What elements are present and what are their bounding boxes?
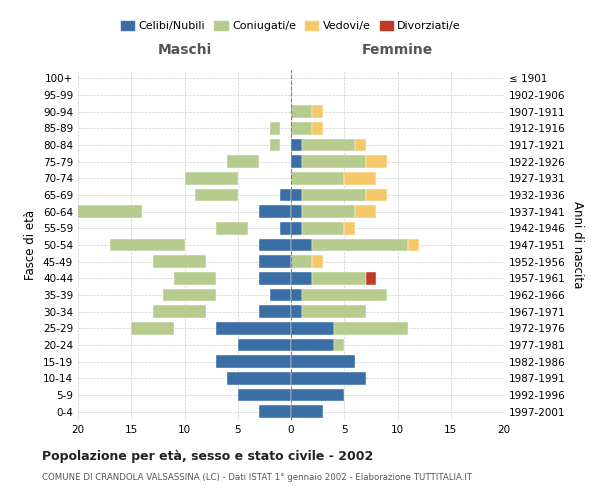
- Bar: [291, 272, 313, 284]
- Bar: [291, 322, 334, 334]
- Y-axis label: Fasce di età: Fasce di età: [25, 210, 37, 280]
- Bar: [302, 306, 365, 318]
- Bar: [334, 322, 408, 334]
- Bar: [365, 272, 376, 284]
- Bar: [291, 356, 355, 368]
- Bar: [270, 289, 291, 301]
- Bar: [291, 222, 302, 234]
- Bar: [344, 172, 376, 184]
- Bar: [365, 156, 387, 168]
- Bar: [152, 306, 206, 318]
- Bar: [185, 256, 195, 268]
- Bar: [110, 239, 185, 251]
- Bar: [227, 156, 259, 168]
- Bar: [291, 122, 313, 134]
- Bar: [291, 372, 365, 384]
- Bar: [291, 172, 344, 184]
- Bar: [302, 138, 355, 151]
- Bar: [291, 256, 313, 268]
- Bar: [121, 206, 131, 218]
- Bar: [238, 339, 291, 351]
- Bar: [25, 206, 142, 218]
- Bar: [163, 289, 217, 301]
- Bar: [302, 156, 365, 168]
- Text: Maschi: Maschi: [157, 42, 212, 56]
- Bar: [313, 122, 323, 134]
- Text: COMUNE DI CRANDOLA VALSASSINA (LC) - Dati ISTAT 1° gennaio 2002 - Elaborazione T: COMUNE DI CRANDOLA VALSASSINA (LC) - Dat…: [42, 472, 472, 482]
- Bar: [313, 256, 323, 268]
- Bar: [291, 156, 302, 168]
- Bar: [270, 138, 280, 151]
- Bar: [195, 188, 238, 201]
- Bar: [334, 339, 344, 351]
- Bar: [259, 256, 291, 268]
- Bar: [365, 188, 387, 201]
- Bar: [313, 106, 323, 118]
- Bar: [217, 356, 291, 368]
- Bar: [408, 239, 419, 251]
- Bar: [280, 222, 291, 234]
- Bar: [174, 272, 217, 284]
- Bar: [355, 206, 376, 218]
- Bar: [313, 239, 408, 251]
- Bar: [185, 172, 238, 184]
- Bar: [152, 256, 206, 268]
- Bar: [152, 322, 163, 334]
- Bar: [291, 339, 334, 351]
- Bar: [291, 406, 323, 418]
- Bar: [302, 289, 387, 301]
- Bar: [259, 406, 291, 418]
- Bar: [280, 188, 291, 201]
- Bar: [355, 138, 365, 151]
- Bar: [302, 222, 344, 234]
- Bar: [291, 188, 302, 201]
- Bar: [238, 156, 248, 168]
- Bar: [270, 122, 280, 134]
- Bar: [217, 322, 291, 334]
- Bar: [291, 306, 302, 318]
- Bar: [302, 188, 365, 201]
- Bar: [291, 106, 313, 118]
- Bar: [291, 206, 302, 218]
- Legend: Celibi/Nubili, Coniugati/e, Vedovi/e, Divorziati/e: Celibi/Nubili, Coniugati/e, Vedovi/e, Di…: [116, 16, 466, 36]
- Bar: [291, 239, 313, 251]
- Text: Popolazione per età, sesso e stato civile - 2002: Popolazione per età, sesso e stato civil…: [42, 450, 373, 463]
- Bar: [259, 306, 291, 318]
- Bar: [291, 138, 302, 151]
- Y-axis label: Anni di nascita: Anni di nascita: [571, 202, 584, 288]
- Bar: [259, 239, 291, 251]
- Bar: [227, 372, 291, 384]
- Bar: [302, 206, 355, 218]
- Bar: [259, 272, 291, 284]
- Bar: [259, 206, 291, 218]
- Bar: [291, 389, 344, 401]
- Bar: [131, 322, 174, 334]
- Bar: [344, 222, 355, 234]
- Bar: [313, 272, 365, 284]
- Bar: [217, 222, 248, 234]
- Bar: [238, 389, 291, 401]
- Bar: [291, 289, 302, 301]
- Text: Femmine: Femmine: [362, 42, 433, 56]
